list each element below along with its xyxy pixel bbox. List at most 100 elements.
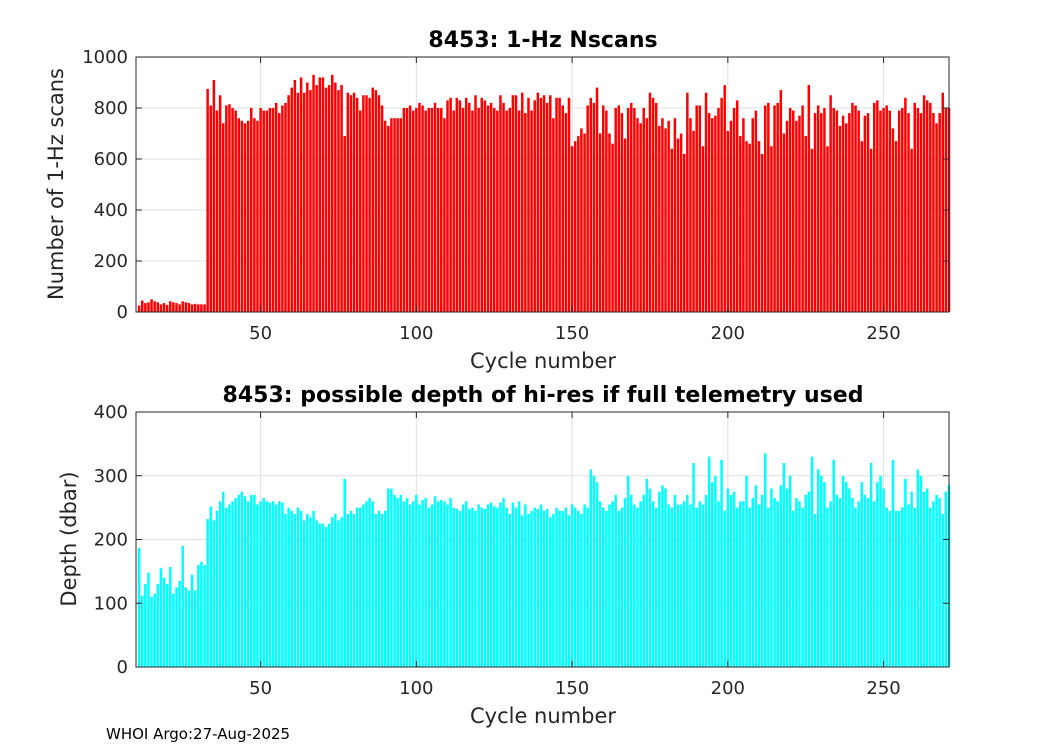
top-bar xyxy=(929,102,932,313)
top-bar xyxy=(430,108,434,312)
bottom-bar xyxy=(253,494,256,667)
top-bar xyxy=(745,141,748,312)
bottom-bar xyxy=(159,568,163,667)
bottom-bar xyxy=(717,501,720,667)
bottom-bar xyxy=(443,501,446,667)
bottom-bar xyxy=(860,482,864,667)
bottom-bar xyxy=(489,502,493,667)
top-plot-frame xyxy=(135,56,950,313)
bottom-bar xyxy=(383,510,387,667)
top-bar xyxy=(904,97,907,312)
bottom-bar xyxy=(365,501,368,667)
top-y-tick-label: 800 xyxy=(94,98,128,119)
top-bar xyxy=(661,118,664,312)
top-bar xyxy=(751,118,755,312)
top-bar xyxy=(626,108,630,312)
top-bar xyxy=(720,97,723,312)
bottom-bar xyxy=(770,488,773,667)
top-bar xyxy=(159,304,163,312)
top-bar xyxy=(405,108,409,312)
bottom-bar xyxy=(243,496,247,667)
top-bar xyxy=(464,97,468,312)
top-bar xyxy=(586,105,589,312)
top-bar xyxy=(826,146,829,312)
top-bar xyxy=(499,95,502,312)
bottom-bar xyxy=(542,510,546,667)
bottom-bar xyxy=(723,510,726,667)
bottom-bar xyxy=(181,545,184,667)
top-bar xyxy=(380,105,384,312)
top-bar xyxy=(851,102,854,313)
bottom-bar xyxy=(352,514,356,667)
top-bar xyxy=(172,302,175,312)
bottom-bar xyxy=(879,475,882,667)
top-bar xyxy=(265,110,269,312)
top-bar xyxy=(763,105,767,312)
top-bar xyxy=(673,118,677,312)
bottom-bar xyxy=(760,494,764,667)
top-bar xyxy=(860,141,864,312)
top-bar xyxy=(321,77,325,313)
bottom-bar xyxy=(558,510,561,667)
top-bar xyxy=(667,120,670,312)
bottom-bar xyxy=(175,587,178,667)
bottom-bar xyxy=(178,580,181,667)
bottom-bar xyxy=(268,502,272,667)
bottom-bar xyxy=(225,507,228,667)
bottom-bar xyxy=(477,504,480,667)
bottom-bar xyxy=(169,566,172,667)
top-bar xyxy=(901,108,904,312)
bottom-bar xyxy=(306,514,309,667)
top-bar xyxy=(555,97,558,312)
top-bar xyxy=(396,118,399,312)
top-bar xyxy=(193,303,197,312)
top-bar xyxy=(642,108,645,312)
top-bar xyxy=(374,90,378,313)
top-bar xyxy=(421,105,424,312)
bottom-bar xyxy=(913,507,916,667)
top-chart: 50 100 150 200 250 0 200 400 600 800 1000 8453: 1-… xyxy=(44,28,951,373)
bottom-y-tick-label: 0 xyxy=(117,657,128,678)
bottom-bar xyxy=(221,491,225,667)
top-bar xyxy=(306,82,309,312)
bottom-bar xyxy=(524,504,527,667)
bottom-bar xyxy=(595,482,599,667)
top-bar xyxy=(935,123,938,312)
bottom-bar xyxy=(377,510,381,667)
bottom-bar xyxy=(785,488,789,667)
bottom-bar xyxy=(418,504,421,667)
top-bar xyxy=(832,108,835,312)
top-bar xyxy=(854,105,857,312)
top-bar xyxy=(682,153,686,312)
bottom-bar xyxy=(334,514,337,667)
top-bar xyxy=(284,102,287,313)
top-bar xyxy=(256,120,259,312)
bottom-bar xyxy=(573,507,577,667)
bottom-bar xyxy=(337,520,340,667)
bottom-bar xyxy=(623,498,627,667)
bottom-bar xyxy=(396,498,399,667)
bottom-y-tick-label: 400 xyxy=(94,402,128,423)
bottom-bar xyxy=(866,498,870,667)
top-bar xyxy=(443,118,446,312)
top-bar xyxy=(630,102,633,313)
bottom-bar xyxy=(844,482,848,667)
bottom-bar xyxy=(910,491,913,667)
bottom-bar xyxy=(816,469,820,667)
top-bar xyxy=(601,105,605,312)
top-bar xyxy=(477,108,480,312)
top-bar xyxy=(823,108,826,312)
top-bar xyxy=(402,108,406,312)
bottom-bar xyxy=(888,510,892,667)
top-bar xyxy=(785,120,789,312)
bottom-bar xyxy=(661,485,664,667)
top-bar xyxy=(595,87,599,312)
bottom-bar xyxy=(614,494,617,667)
bottom-bar xyxy=(907,504,910,667)
top-bar xyxy=(810,148,814,312)
bottom-bar xyxy=(545,508,549,667)
bottom-bar xyxy=(664,488,667,667)
bottom-bar xyxy=(639,501,642,667)
top-bar xyxy=(820,113,823,312)
bottom-bar xyxy=(330,517,334,667)
